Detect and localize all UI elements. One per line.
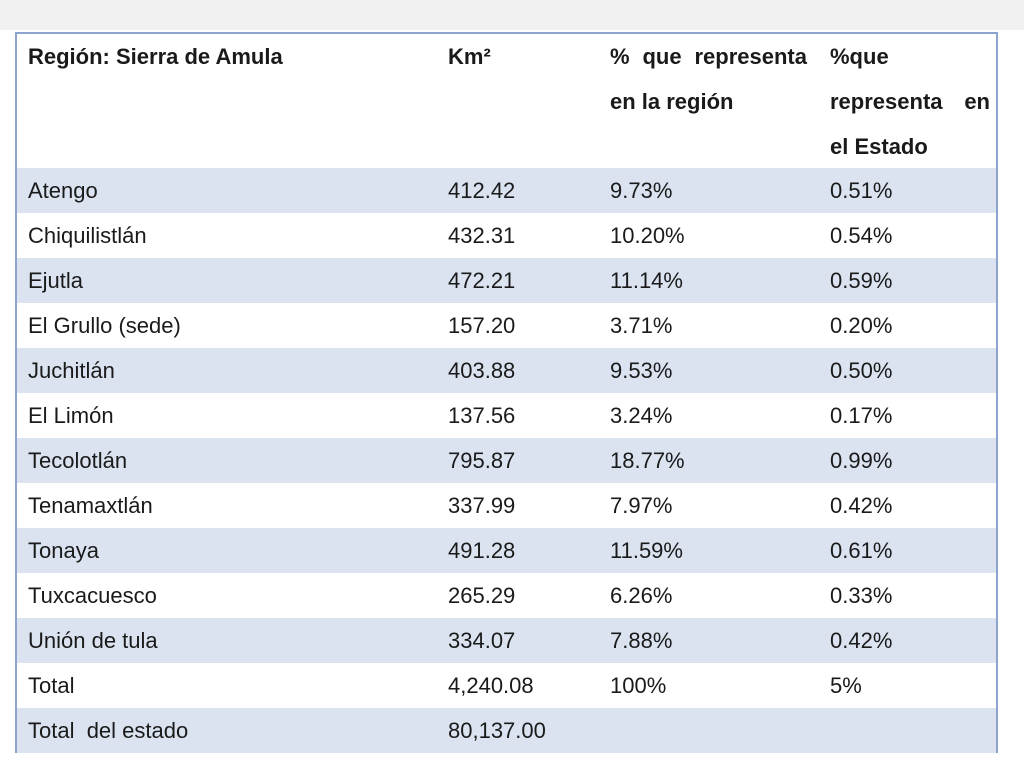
table-cell: 137.56 <box>448 403 516 428</box>
table-cell: 10.20% <box>610 223 685 248</box>
table-cell: Tenamaxtlán <box>28 493 153 518</box>
table-cell: 491.28 <box>448 538 516 563</box>
table-cell: 0.20% <box>830 313 893 338</box>
table-row: El Limón 137.56 3.24% 0.17% <box>17 393 996 438</box>
table-row: Tonaya 491.28 11.59% 0.61% <box>17 528 996 573</box>
table-cell: 0.42% <box>830 628 893 653</box>
table-cell: 0.51% <box>830 178 893 203</box>
table-cell: 334.07 <box>448 628 516 653</box>
table-row: Tuxcacuesco 265.29 6.26% 0.33% <box>17 573 996 618</box>
table-cell: 80,137.00 <box>448 718 546 743</box>
table-cell: 6.26% <box>610 583 673 608</box>
table-cell: 337.99 <box>448 493 516 518</box>
table-cell: Total <box>28 673 75 698</box>
table-cell: 9.73% <box>610 178 673 203</box>
table-row: Ejutla 472.21 11.14% 0.59% <box>17 258 996 303</box>
header-cell: %que representa en el Estado <box>830 44 990 159</box>
table-cell: Ejutla <box>28 268 84 293</box>
table-cell: 0.17% <box>830 403 893 428</box>
table-cell: 0.59% <box>830 268 893 293</box>
table-row: Unión de tula 334.07 7.88% 0.42% <box>17 618 996 663</box>
table-cell: 4,240.08 <box>448 673 534 698</box>
table-cell: 265.29 <box>448 583 516 608</box>
table: Región: Sierra de Amula Km² % que repres… <box>15 32 998 753</box>
table-cell: 18.77% <box>610 448 685 473</box>
table-cell: 0.50% <box>830 358 893 383</box>
table-cell: Chiquilistlán <box>28 223 147 248</box>
table-cell: 0.61% <box>830 538 893 563</box>
table-cell: 0.54% <box>830 223 893 248</box>
header-cell: Región: Sierra de Amula <box>28 44 283 69</box>
table-cell: Juchitlán <box>28 358 115 383</box>
table-cell: Total del estado <box>28 718 189 743</box>
table-row: Total 4,240.08 100% 5% <box>17 663 996 708</box>
table-row: Tecolotlán 795.87 18.77% 0.99% <box>17 438 996 483</box>
table-cell: 5% <box>830 673 862 698</box>
table-row: Atengo 412.42 9.73% 0.51% <box>17 168 996 213</box>
header-cell: Km² <box>448 44 491 69</box>
header-cell: % que representa en la región <box>610 44 807 114</box>
table-cell: 403.88 <box>448 358 516 383</box>
table-cell: 3.24% <box>610 403 673 428</box>
table-row: Juchitlán 403.88 9.53% 0.50% <box>17 348 996 393</box>
table-cell: El Grullo (sede) <box>28 313 181 338</box>
table-cell: El Limón <box>28 403 114 428</box>
table-cell: 100% <box>610 673 667 698</box>
table-row: Total del estado 80,137.00 <box>17 708 996 753</box>
table-cell: 412.42 <box>448 178 516 203</box>
table-row: Chiquilistlán 432.31 10.20% 0.54% <box>17 213 996 258</box>
table-cell: 795.87 <box>448 448 516 473</box>
table-cell: 0.33% <box>830 583 893 608</box>
table-cell: 472.21 <box>448 268 516 293</box>
table-cell: Atengo <box>28 178 98 203</box>
table-cell: 157.20 <box>448 313 516 338</box>
table-row: El Grullo (sede) 157.20 3.71% 0.20% <box>17 303 996 348</box>
table-cell: Unión de tula <box>28 628 158 653</box>
table-cell: 0.42% <box>830 493 893 518</box>
table-cell: Tuxcacuesco <box>28 583 157 608</box>
table-cell: 7.88% <box>610 628 673 653</box>
table-cell: 9.53% <box>610 358 673 383</box>
table-cell: 7.97% <box>610 493 673 518</box>
table-cell: 0.99% <box>830 448 893 473</box>
table-cell: 11.14% <box>610 268 683 293</box>
top-bar <box>0 0 1024 30</box>
table-cell: Tecolotlán <box>28 448 128 473</box>
table-cell: 432.31 <box>448 223 516 248</box>
table-cell: Tonaya <box>28 538 99 563</box>
table-row: Tenamaxtlán 337.99 7.97% 0.42% <box>17 483 996 528</box>
table-cell: 3.71% <box>610 313 673 338</box>
table-cell: 11.59% <box>610 538 683 563</box>
